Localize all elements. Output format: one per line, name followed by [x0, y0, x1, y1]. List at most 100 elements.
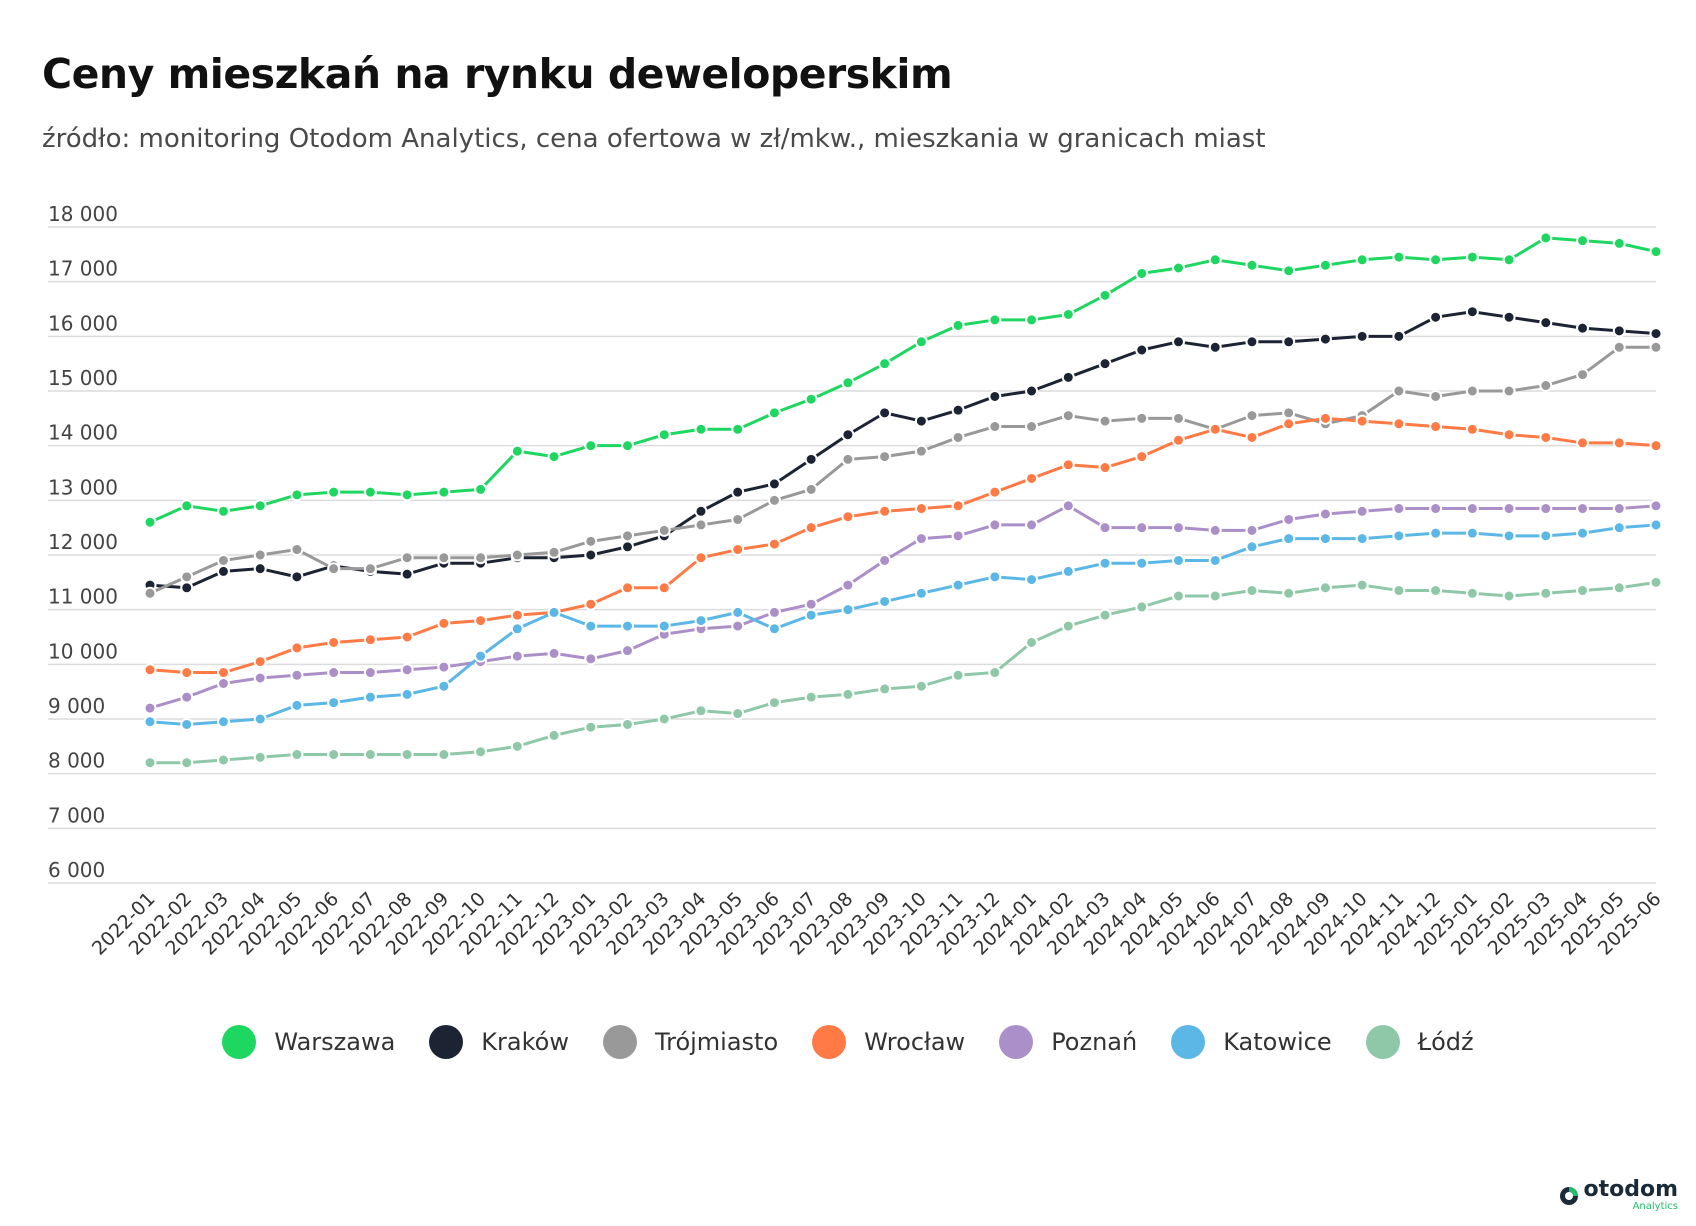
- y-tick-label: 9 000: [48, 694, 105, 718]
- data-point: [1576, 321, 1590, 335]
- data-point: [437, 660, 451, 674]
- data-point: [1502, 253, 1516, 267]
- data-point: [1502, 589, 1516, 603]
- data-point: [1429, 253, 1443, 267]
- data-point: [1171, 589, 1185, 603]
- data-point: [510, 739, 524, 753]
- legend-item: Łódź: [1365, 1025, 1474, 1059]
- data-point: [878, 682, 892, 696]
- series-Wrocław: [143, 411, 1663, 680]
- data-point: [253, 655, 267, 669]
- data-point: [1098, 556, 1112, 570]
- y-tick-label: 14 000: [48, 421, 118, 445]
- data-point: [1502, 502, 1516, 516]
- data-point: [914, 532, 928, 546]
- data-point: [1208, 523, 1222, 537]
- data-point: [841, 687, 855, 701]
- y-tick-label: 7 000: [48, 803, 105, 827]
- data-point: [1171, 553, 1185, 567]
- data-point: [621, 717, 635, 731]
- series-line: [149, 416, 1657, 675]
- data-point: [1539, 430, 1553, 444]
- data-point: [584, 720, 598, 734]
- data-point: [841, 510, 855, 524]
- y-tick-label: 10 000: [48, 639, 118, 663]
- otodom-logo: otodom Analytics: [1559, 1179, 1678, 1212]
- data-point: [1098, 608, 1112, 622]
- data-point: [1392, 329, 1406, 343]
- data-point: [1649, 245, 1663, 259]
- data-point: [290, 570, 304, 584]
- data-point: [1429, 502, 1443, 516]
- chart-title: Ceny mieszkań na rynku deweloperskim: [42, 50, 953, 98]
- legend-label: Trójmiasto: [654, 1028, 779, 1056]
- data-point: [841, 452, 855, 466]
- data-point: [327, 748, 341, 762]
- data-point: [1429, 584, 1443, 598]
- data-point: [510, 548, 524, 562]
- data-point: [363, 666, 377, 680]
- data-point: [878, 357, 892, 371]
- data-point: [400, 687, 414, 701]
- data-point: [1061, 619, 1075, 633]
- series-Kraków: [143, 305, 1663, 595]
- y-tick-label: 18 000: [48, 202, 118, 226]
- data-point: [694, 518, 708, 532]
- data-point: [1465, 586, 1479, 600]
- data-point: [510, 444, 524, 458]
- data-point: [216, 715, 230, 729]
- data-point: [1355, 578, 1369, 592]
- data-point: [1135, 266, 1149, 280]
- data-point: [1612, 502, 1626, 516]
- legend-swatch: [429, 1025, 464, 1059]
- data-point: [951, 403, 965, 417]
- data-point: [216, 753, 230, 767]
- data-point: [621, 439, 635, 453]
- data-point: [253, 562, 267, 576]
- data-point: [621, 619, 635, 633]
- data-point: [1171, 521, 1185, 535]
- data-point: [1355, 504, 1369, 518]
- data-point: [657, 581, 671, 595]
- data-point: [1465, 384, 1479, 398]
- data-point: [1208, 422, 1222, 436]
- legend-swatch: [812, 1025, 847, 1059]
- data-point: [731, 512, 745, 526]
- data-point: [951, 529, 965, 543]
- data-point: [1612, 436, 1626, 450]
- data-point: [767, 537, 781, 551]
- data-point: [914, 586, 928, 600]
- data-point: [180, 570, 194, 584]
- data-point: [437, 679, 451, 693]
- data-point: [474, 649, 488, 663]
- data-point: [694, 422, 708, 436]
- data-point: [1245, 540, 1259, 554]
- data-point: [657, 523, 671, 537]
- legend: Warszawa Kraków Trójmiasto Wrocław Poznań Kat…: [0, 1025, 1696, 1059]
- data-point: [216, 564, 230, 578]
- data-point: [1025, 313, 1039, 327]
- data-point: [767, 605, 781, 619]
- data-point: [804, 690, 818, 704]
- data-point: [1245, 584, 1259, 598]
- data-point: [547, 646, 561, 660]
- legend-item: Poznań: [999, 1025, 1137, 1059]
- data-point: [437, 485, 451, 499]
- legend-item: Wrocław: [812, 1025, 965, 1059]
- data-point: [216, 676, 230, 690]
- data-point: [1208, 553, 1222, 567]
- data-point: [253, 671, 267, 685]
- data-point: [584, 652, 598, 666]
- data-point: [878, 504, 892, 518]
- legend-swatch: [1365, 1025, 1400, 1059]
- data-point: [951, 578, 965, 592]
- data-point: [1612, 324, 1626, 338]
- data-point: [1539, 586, 1553, 600]
- data-point: [400, 663, 414, 677]
- data-point: [1318, 411, 1332, 425]
- data-point: [767, 622, 781, 636]
- data-point: [1465, 422, 1479, 436]
- data-point: [400, 567, 414, 581]
- data-point: [1465, 305, 1479, 319]
- data-point: [1171, 261, 1185, 275]
